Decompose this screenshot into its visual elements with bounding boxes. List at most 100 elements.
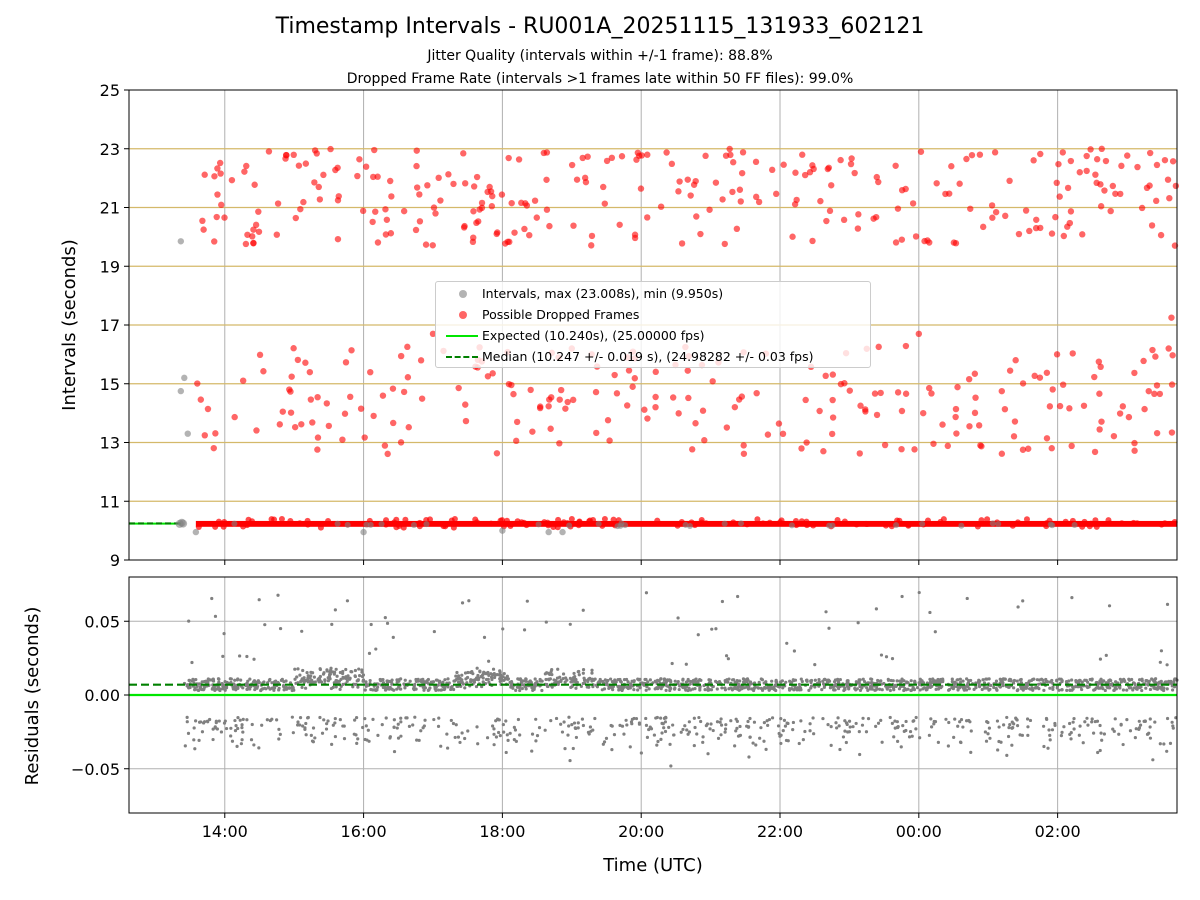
interval-point bbox=[367, 521, 374, 528]
residual-point bbox=[296, 667, 300, 671]
dropped-frame-point bbox=[302, 359, 309, 366]
residual-point bbox=[1086, 723, 1090, 727]
dropped-frame-point bbox=[287, 409, 295, 416]
residual-point bbox=[759, 726, 763, 730]
residual-point bbox=[379, 679, 383, 683]
residual-point bbox=[198, 685, 203, 689]
residual-point bbox=[272, 688, 276, 692]
residual-point bbox=[380, 722, 384, 727]
residual-point bbox=[888, 715, 892, 720]
dropped-frame-point bbox=[300, 198, 307, 206]
residual-point bbox=[795, 688, 799, 692]
dropped-frame-point bbox=[430, 204, 438, 211]
residual-point bbox=[540, 688, 544, 693]
residual-point bbox=[474, 677, 478, 682]
residual-point bbox=[304, 733, 308, 737]
dropped-frame-point bbox=[803, 522, 810, 529]
residual-point bbox=[837, 724, 841, 728]
residual-point bbox=[630, 717, 634, 721]
dropped-frame-point bbox=[472, 516, 479, 523]
residual-point bbox=[876, 721, 881, 725]
dropped-frame-point bbox=[820, 448, 827, 455]
dropped-frame-point bbox=[220, 523, 227, 530]
dropped-frame-point bbox=[847, 160, 855, 168]
residual-point bbox=[434, 678, 438, 682]
dropped-frame-point bbox=[1064, 184, 1072, 192]
residual-point bbox=[865, 686, 869, 690]
residual-point bbox=[714, 627, 718, 631]
residual-point bbox=[352, 732, 356, 736]
residual-point bbox=[581, 608, 585, 612]
residual-point bbox=[318, 667, 322, 671]
residual-point bbox=[869, 686, 873, 691]
residual-point bbox=[612, 732, 617, 737]
dropped-frame-point bbox=[953, 430, 960, 437]
residual-point bbox=[1006, 685, 1010, 689]
dropped-frame-point bbox=[255, 208, 262, 215]
residual-point bbox=[958, 740, 963, 744]
residual-point bbox=[419, 729, 423, 733]
residual-point bbox=[298, 716, 303, 720]
residual-point bbox=[309, 670, 313, 674]
dropped-frame-point bbox=[488, 520, 495, 527]
residual-point bbox=[392, 725, 396, 729]
residual-point bbox=[348, 676, 352, 680]
dropped-frame-point bbox=[570, 222, 577, 229]
residual-point bbox=[563, 680, 567, 684]
dropped-frame-point bbox=[1131, 369, 1138, 377]
dropped-frame-point bbox=[862, 406, 869, 413]
dropped-frame-point bbox=[644, 214, 651, 221]
residual-point bbox=[1035, 678, 1039, 682]
residual-point bbox=[946, 744, 950, 748]
residual-point bbox=[1065, 688, 1069, 692]
interval-point bbox=[499, 527, 506, 534]
residual-point bbox=[202, 721, 206, 725]
residual-point bbox=[1125, 717, 1129, 722]
dropped-frame-point bbox=[1009, 522, 1016, 529]
residual-point bbox=[723, 686, 727, 690]
residual-point bbox=[328, 670, 332, 674]
dropped-frame-point bbox=[603, 157, 611, 165]
dropped-frame-point bbox=[556, 396, 563, 403]
residual-point bbox=[321, 672, 326, 676]
dropped-frame-point bbox=[575, 522, 582, 529]
residual-point bbox=[1083, 678, 1087, 682]
residual-point bbox=[476, 673, 480, 678]
dropped-frame-point bbox=[545, 403, 552, 410]
dropped-frame-point bbox=[325, 422, 333, 430]
residual-point bbox=[752, 720, 757, 724]
residual-point bbox=[809, 684, 814, 688]
dropped-frame-point bbox=[952, 413, 959, 421]
residual-point bbox=[742, 686, 746, 690]
residual-point bbox=[266, 681, 270, 685]
residual-point bbox=[466, 670, 470, 675]
residual-point bbox=[570, 723, 574, 727]
residual-point bbox=[890, 656, 895, 661]
residual-point bbox=[374, 688, 378, 692]
dropped-frame-point bbox=[854, 225, 862, 232]
residual-point bbox=[329, 686, 334, 691]
residual-point bbox=[618, 723, 622, 727]
dropped-frame-point bbox=[1043, 435, 1051, 442]
residual-point bbox=[748, 735, 752, 739]
dropped-frame-point bbox=[298, 421, 305, 428]
interval-point bbox=[826, 522, 833, 529]
residual-point bbox=[355, 715, 359, 720]
residual-point bbox=[466, 729, 470, 733]
chart-subtitle-jitter: Jitter Quality (intervals within +/-1 fr… bbox=[427, 48, 773, 64]
residual-point bbox=[639, 751, 643, 755]
residual-point bbox=[1048, 738, 1052, 742]
y-tick-label: 0.00 bbox=[84, 686, 120, 705]
dropped-frame-point bbox=[837, 156, 844, 164]
residual-point bbox=[998, 677, 1002, 681]
residual-point bbox=[482, 670, 486, 674]
residual-point bbox=[1172, 680, 1176, 685]
residual-point bbox=[581, 723, 586, 728]
dropped-frame-point bbox=[290, 345, 297, 352]
residual-point bbox=[785, 641, 789, 645]
residual-point bbox=[415, 738, 419, 742]
dropped-frame-point bbox=[733, 225, 741, 233]
dropped-frame-point bbox=[1002, 212, 1009, 220]
residual-point bbox=[1170, 720, 1174, 724]
residual-point bbox=[576, 721, 580, 725]
